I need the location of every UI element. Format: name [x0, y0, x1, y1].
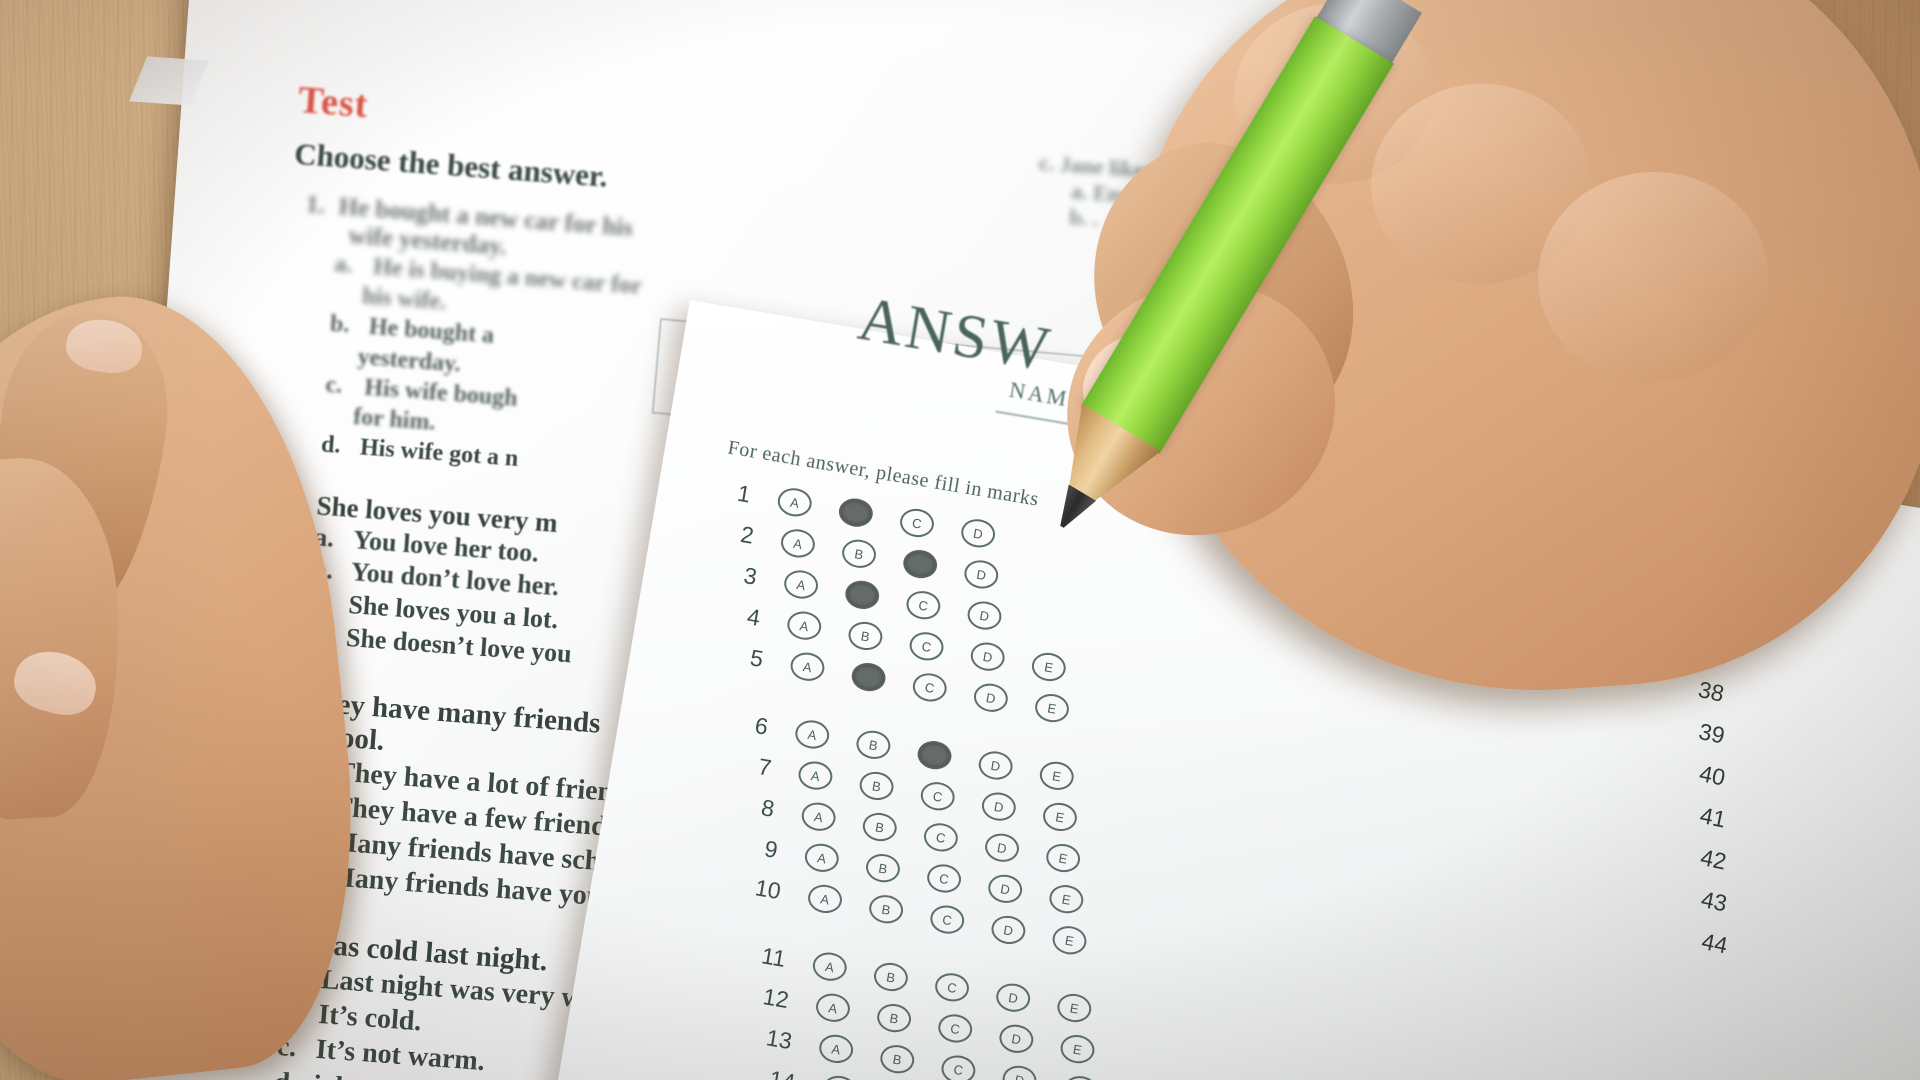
left-thumb-nail: [8, 643, 103, 723]
answer-bubble-d[interactable]: D: [986, 872, 1025, 906]
answer-bubble-a[interactable]: A: [813, 991, 853, 1025]
answer-bubble-b[interactable]: B: [871, 960, 911, 994]
answer-bubble-b[interactable]: B: [846, 619, 885, 653]
answer-bubble-b[interactable]: B: [867, 892, 906, 926]
answer-bubble-c[interactable]: C: [910, 670, 949, 705]
bubble-row-number: 4: [745, 602, 763, 631]
question-1-number: 1.: [305, 190, 326, 220]
answer-bubble-e[interactable]: E: [1040, 800, 1080, 834]
answer-bubble-d[interactable]: D: [997, 1022, 1036, 1056]
right-column-number: 40: [1697, 760, 1728, 791]
answer-bubble-c[interactable]: C: [939, 1052, 978, 1080]
right-column-number: 38: [1696, 676, 1727, 707]
answer-bubble-b[interactable]: B: [863, 851, 903, 885]
bubble-row-number: 13: [764, 1023, 795, 1054]
answer-bubble-d[interactable]: D: [982, 831, 1022, 865]
answer-bubble-b[interactable]: B: [857, 769, 896, 803]
answer-bubble-d[interactable]: D: [989, 913, 1028, 947]
answer-bubble-c[interactable]: C: [897, 506, 937, 540]
answer-bubble-d[interactable]: D: [965, 598, 1004, 633]
right-column-number: 43: [1698, 885, 1730, 917]
answer-bubble-a[interactable]: A: [778, 526, 818, 561]
answer-bubble-c[interactable]: C: [918, 779, 957, 813]
answer-bubble-a[interactable]: A: [802, 841, 841, 875]
answer-bubble-a[interactable]: A: [805, 882, 845, 916]
bubble-row-number: 9: [762, 834, 780, 863]
answer-bubble-e[interactable]: E: [1032, 691, 1072, 725]
answer-bubble-a[interactable]: A: [820, 1073, 859, 1080]
bubble-row-number: 2: [738, 520, 756, 549]
bubble-row-number: 14: [767, 1064, 798, 1080]
right-column-number: 41: [1697, 801, 1729, 833]
answer-bubble-a[interactable]: A: [788, 650, 827, 684]
answer-bubble-b[interactable]: B: [860, 810, 899, 844]
bubble-row-number: 7: [756, 752, 774, 781]
bubble-row-number: 6: [753, 711, 771, 740]
answer-bubble-a[interactable]: A: [810, 950, 849, 984]
answer-bubble-e[interactable]: E: [1058, 1032, 1097, 1066]
answer-bubble-e[interactable]: E: [1047, 882, 1086, 916]
right-column-number: 42: [1698, 843, 1729, 875]
answer-bubble-e[interactable]: E: [1037, 759, 1076, 793]
answer-bubble-e[interactable]: E: [1029, 650, 1068, 684]
answer-bubble-d[interactable]: D: [968, 640, 1007, 674]
answer-bubble-b[interactable]: B: [843, 578, 882, 612]
answer-bubble-a[interactable]: A: [796, 758, 835, 793]
answer-bubble-c[interactable]: C: [907, 629, 946, 663]
answer-bubble-b[interactable]: B: [875, 1001, 914, 1035]
right-column-number: 39: [1696, 718, 1727, 749]
answer-bubble-c[interactable]: C: [904, 588, 943, 622]
answer-bubble-e[interactable]: E: [1061, 1073, 1100, 1080]
answer-bubble-a[interactable]: A: [782, 567, 821, 602]
answer-bubble-d[interactable]: D: [971, 681, 1010, 715]
right-column-number: 44: [1699, 927, 1730, 959]
bubble-row-number: 1: [735, 479, 753, 508]
answer-bubble-a[interactable]: A: [775, 485, 814, 519]
answer-bubble-a[interactable]: A: [817, 1032, 856, 1066]
bubble-row-number: 10: [753, 873, 783, 904]
answer-bubble-b[interactable]: B: [878, 1042, 917, 1076]
left-index-fingernail: [63, 314, 146, 378]
bubble-row-number: 5: [748, 643, 766, 672]
answer-bubble-b[interactable]: B: [854, 728, 893, 762]
answer-bubble-d[interactable]: D: [1000, 1063, 1039, 1080]
answer-bubble-c[interactable]: C: [915, 738, 954, 772]
answer-bubble-a[interactable]: A: [785, 608, 824, 643]
bubble-row-number: 3: [742, 561, 759, 590]
answer-bubble-c[interactable]: C: [921, 820, 960, 855]
answer-bubble-d[interactable]: D: [962, 557, 1001, 592]
answer-bubble-c[interactable]: C: [924, 861, 964, 896]
answer-bubble-c[interactable]: C: [936, 1011, 975, 1046]
answer-bubble-a[interactable]: A: [799, 800, 838, 834]
answer-bubble-c[interactable]: C: [932, 970, 972, 1004]
answer-bubble-b[interactable]: B: [849, 660, 888, 694]
answer-bubble-c[interactable]: C: [901, 547, 940, 581]
bubble-row-number: 12: [761, 982, 791, 1013]
answer-bubble-b[interactable]: B: [839, 537, 879, 571]
answer-bubble-e[interactable]: E: [1055, 991, 1094, 1025]
answer-bubble-a[interactable]: A: [793, 717, 832, 752]
answer-bubble-e[interactable]: E: [1050, 923, 1089, 957]
answer-bubble-d[interactable]: D: [994, 981, 1033, 1015]
answer-bubble-d[interactable]: D: [959, 516, 998, 550]
answer-bubble-b[interactable]: B: [836, 495, 875, 530]
answer-bubble-c[interactable]: C: [928, 902, 967, 937]
answer-bubble-d[interactable]: D: [976, 748, 1015, 783]
bubble-row-number: 11: [759, 941, 788, 972]
answer-bubble-d[interactable]: D: [979, 789, 1018, 824]
bubble-row-number: 8: [759, 793, 777, 822]
answer-bubble-e[interactable]: E: [1044, 841, 1083, 875]
